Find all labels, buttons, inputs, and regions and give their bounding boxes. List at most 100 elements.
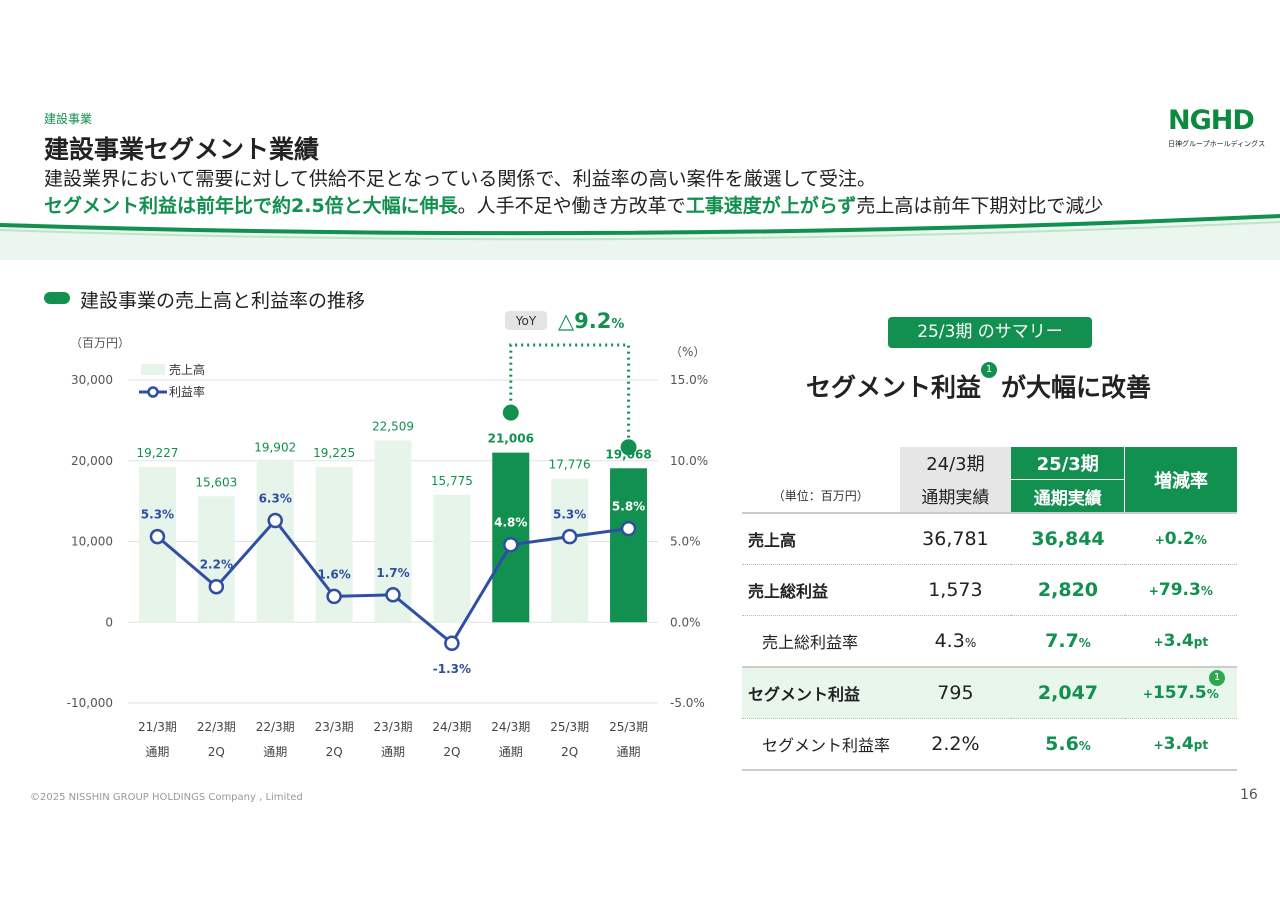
margin-point (385, 587, 401, 603)
note-marker: 1 (981, 362, 998, 378)
yoy-badge-label: YoY (515, 314, 537, 328)
bar-value-label: 21,006 (488, 432, 534, 446)
margin-point (620, 520, 637, 537)
prev-value: 1,573 (899, 564, 1012, 616)
bar (551, 478, 589, 623)
curr-value: 2,047 (1011, 666, 1125, 719)
rate-value: +3.4pt (1124, 615, 1237, 668)
category-label: 25/3期 (609, 720, 648, 734)
margin-value-label: 5.3% (141, 508, 174, 522)
margin-value-label: -1.3% (433, 662, 471, 676)
right-tick-label: 0.0% (670, 615, 701, 629)
curr-value: 5.6% (1011, 718, 1125, 771)
left-tick-label: -10,000 (67, 696, 113, 710)
row-label: 売上総利益 (742, 564, 900, 616)
right-tick-label: 10.0% (670, 454, 708, 468)
logo-subtitle: 日神グループホールディングス (1168, 140, 1266, 148)
summary-pill: 25/3期 のサマリー (888, 317, 1092, 348)
prev-value: 4.3% (899, 615, 1012, 668)
margin-point (149, 528, 166, 545)
category-label: 25/3期 (550, 720, 589, 734)
curr-value: 36,844 (1011, 512, 1125, 565)
right-tick-label: -5.0% (670, 696, 705, 710)
legend-line-marker (147, 386, 159, 398)
headline-text: が大幅に改善 (1001, 373, 1152, 402)
copyright: ©2025 NISSHIN GROUP HOLDINGS Company , L… (30, 792, 303, 803)
bar (256, 461, 294, 623)
left-tick-label: 30,000 (71, 373, 113, 387)
margin-value-label: 6.3% (259, 492, 292, 506)
curr-value: 7.7% (1011, 615, 1125, 668)
chart-heading: 建設事業の売上高と利益率の推移 (80, 290, 366, 312)
bar-value-label: 19,225 (313, 446, 355, 460)
category-sublabel: 通期 (263, 745, 287, 759)
summary-headline: セグメント利益1が大幅に改善 (806, 362, 1152, 404)
bar-value-label: 17,776 (549, 458, 591, 472)
bar-value-label: 15,603 (195, 475, 237, 489)
company-logo: NGHD 日神グループホールディングス (1168, 105, 1266, 151)
subtitle-part: 。人手不足や働き方改革で (457, 195, 686, 217)
sales-margin-chart: 30,000 20,000 10,000 0 -10,000 15.0% 10.0% 5.0%… (67, 309, 708, 759)
subtitle-part: 工事速度が上がらず (685, 195, 857, 217)
category-sublabel: 通期 (145, 745, 169, 759)
margin-point (503, 536, 519, 553)
right-tick-label: 15.0% (670, 373, 708, 387)
bar-value-label: 15,775 (431, 474, 473, 488)
header-prev-period: 24/3期 (899, 447, 1012, 480)
subtitle-line-2: セグメント利益は前年比で約2.5倍と大幅に伸長。人手不足や働き方改革で工事速度が… (44, 191, 1103, 218)
bar-value-label: 22,509 (372, 419, 414, 433)
rate-value: +79.3% (1124, 564, 1237, 616)
margin-point (267, 512, 283, 529)
chart-heading-marker (44, 292, 70, 304)
subtitle-line-1: 建設業界において需要に対して供給不足となっている関係で、利益率の高い案件を厳選し… (44, 168, 877, 190)
category-sublabel: 2Q (561, 745, 578, 759)
margin-value-label: 1.6% (317, 567, 350, 581)
category-sublabel: 通期 (381, 745, 405, 759)
section-label: 建設事業 (44, 112, 93, 126)
row-label: 売上高 (742, 512, 900, 565)
category-label: 23/3期 (315, 720, 354, 734)
margin-point (561, 528, 578, 545)
margin-value-label: 1.7% (376, 566, 409, 580)
bar-value-label: 19,227 (136, 446, 178, 460)
margin-point (208, 578, 225, 595)
curr-value: 2,820 (1011, 564, 1125, 616)
right-tick-label: 5.0% (670, 535, 701, 549)
left-tick-label: 0 (105, 615, 113, 629)
margin-value-label: 5.8% (612, 500, 645, 514)
yoy-value: △9.2% (558, 309, 624, 333)
rate-value: +3.4pt (1124, 718, 1237, 771)
category-label: 24/3期 (432, 720, 471, 734)
rate-value: +0.2% (1124, 512, 1237, 565)
category-label: 23/3期 (374, 720, 413, 734)
bar (433, 494, 471, 623)
yoy-endpoint (620, 439, 637, 456)
page-title: 建設事業セグメント業績 (44, 135, 320, 164)
header-rate: 増減率 (1124, 447, 1237, 513)
category-label: 22/3期 (256, 720, 295, 734)
left-tick-label: 20,000 (71, 454, 113, 468)
prev-value: 36,781 (899, 512, 1012, 565)
header-prev-actual: 通期実績 (899, 479, 1012, 513)
legend-line-label: 利益率 (169, 384, 205, 399)
bar (610, 468, 648, 623)
note-marker: 1 (1209, 670, 1225, 686)
left-axis-unit: （百万円） (70, 336, 130, 350)
header-curr-actual: 通期実績 (1011, 479, 1125, 513)
category-sublabel: 2Q (208, 745, 225, 759)
left-tick-label: 10,000 (71, 535, 113, 549)
row-label: セグメント利益 (742, 666, 900, 719)
margin-value-label: 2.2% (200, 558, 233, 572)
category-sublabel: 2Q (443, 745, 460, 759)
row-label: セグメント利益率 (742, 718, 900, 771)
subtitle-part: 売上高は前年下期対比で減少 (856, 195, 1104, 217)
legend-bar-label: 売上高 (169, 362, 205, 377)
table-row: 売上高 36,781 36,844 +0.2% (742, 512, 1237, 565)
margin-point (444, 635, 460, 651)
margin-value-label: 5.3% (553, 508, 586, 522)
category-sublabel: 通期 (499, 745, 523, 759)
category-label: 21/3期 (138, 720, 177, 734)
category-sublabel: 通期 (617, 745, 641, 759)
yoy-bracket (509, 343, 631, 448)
prev-value: 795 (899, 666, 1012, 719)
